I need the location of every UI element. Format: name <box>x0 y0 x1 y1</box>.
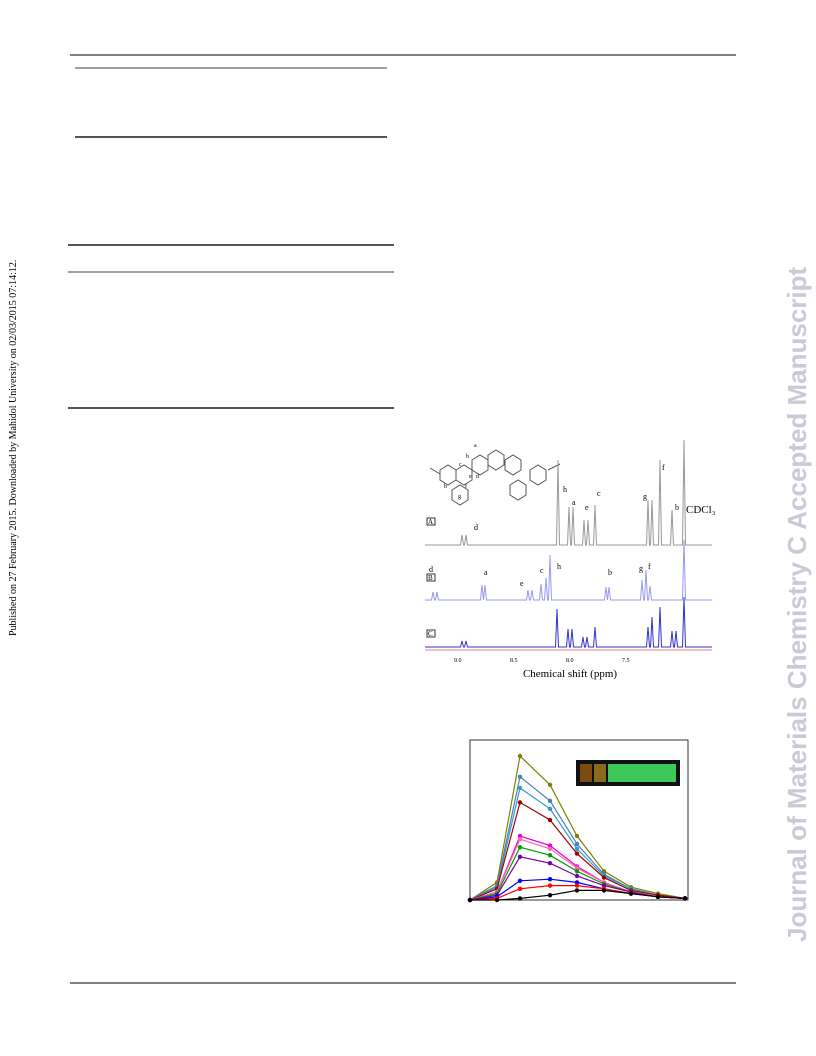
point <box>655 894 661 899</box>
peak-label: h <box>563 485 567 494</box>
point <box>517 854 523 859</box>
point <box>547 843 553 848</box>
side-note: Published on 27 February 2015. Downloade… <box>8 260 19 636</box>
panel-box <box>426 517 436 526</box>
x-tick-label: 8.5 <box>510 658 518 664</box>
point <box>517 753 523 759</box>
x-tick-label: 9.0 <box>454 658 462 664</box>
point <box>547 877 553 882</box>
x-tick-label: 7.5 <box>622 658 630 664</box>
point <box>574 851 580 856</box>
point <box>574 865 580 871</box>
fluorescence-chart <box>467 739 689 903</box>
peak-label: c <box>540 566 544 575</box>
point <box>517 774 523 779</box>
peak-label: h <box>557 562 561 571</box>
point <box>547 806 553 811</box>
structure-label: c <box>459 462 462 468</box>
point <box>547 782 553 787</box>
peak-label: b <box>675 503 679 512</box>
peak-label: e <box>520 579 524 588</box>
peak-label: a <box>572 498 576 507</box>
peak-label: c <box>597 489 601 498</box>
point <box>574 880 580 885</box>
structure-label: f <box>465 483 467 490</box>
peak-label: e <box>585 503 589 512</box>
plot-frame <box>469 739 689 901</box>
peak-label: b <box>608 568 612 577</box>
solvent-label: CDCl₃ <box>686 504 716 516</box>
point <box>601 875 607 880</box>
watermark: Journal of Materials Chemistry C Accepte… <box>782 266 812 942</box>
point <box>517 785 523 791</box>
point <box>494 897 500 903</box>
point <box>547 853 553 858</box>
spectrum-b <box>425 539 712 601</box>
point <box>682 896 688 901</box>
x-axis-label: Chemical shift (ppm) <box>523 668 617 680</box>
point <box>547 893 553 898</box>
point <box>574 873 580 879</box>
inset-vial <box>580 764 592 782</box>
point <box>547 798 553 803</box>
peak-label: g <box>639 564 643 573</box>
point <box>601 883 607 888</box>
structure-label: d <box>476 474 479 480</box>
point <box>517 800 523 805</box>
peak-label: f <box>662 463 665 472</box>
point <box>547 883 553 888</box>
point <box>574 833 580 839</box>
point <box>517 878 523 883</box>
point <box>517 896 523 901</box>
point <box>601 888 607 893</box>
structure-label: b <box>466 454 469 460</box>
molecule-sketch <box>429 449 561 506</box>
inset-vials <box>608 764 676 782</box>
inset-vial <box>594 764 606 782</box>
point <box>574 883 580 888</box>
point <box>574 888 580 893</box>
point <box>517 886 523 891</box>
point <box>574 869 580 874</box>
panel-box <box>426 629 436 638</box>
point <box>517 837 523 842</box>
structure-label: g <box>458 494 461 500</box>
point <box>467 897 473 903</box>
panel-label: A <box>428 518 433 526</box>
peak-label: f <box>648 562 651 571</box>
peak-label: g <box>643 492 647 501</box>
point <box>547 817 553 823</box>
structure-label: a <box>474 443 477 449</box>
peak-label: d <box>429 565 433 574</box>
point <box>628 891 634 896</box>
point <box>547 861 553 866</box>
panel-label: B <box>428 574 433 582</box>
x-tick-label: 8.0 <box>566 658 574 664</box>
peak-label: d <box>474 523 478 532</box>
point <box>517 845 523 850</box>
point <box>574 841 580 847</box>
panel-label: C <box>428 630 433 638</box>
spectrum-a <box>425 439 712 546</box>
panel-box <box>426 573 436 582</box>
spectrum-c <box>425 596 712 648</box>
structure-label: e <box>469 474 472 480</box>
structure-label: b <box>444 484 447 490</box>
point <box>517 833 523 839</box>
nmr-figure: A B C CDCl₃ 9.0 8.5 8.0 7.5 Chemical shi… <box>425 439 716 680</box>
peak-label: a <box>484 568 488 577</box>
point <box>547 846 553 851</box>
point <box>574 846 580 851</box>
